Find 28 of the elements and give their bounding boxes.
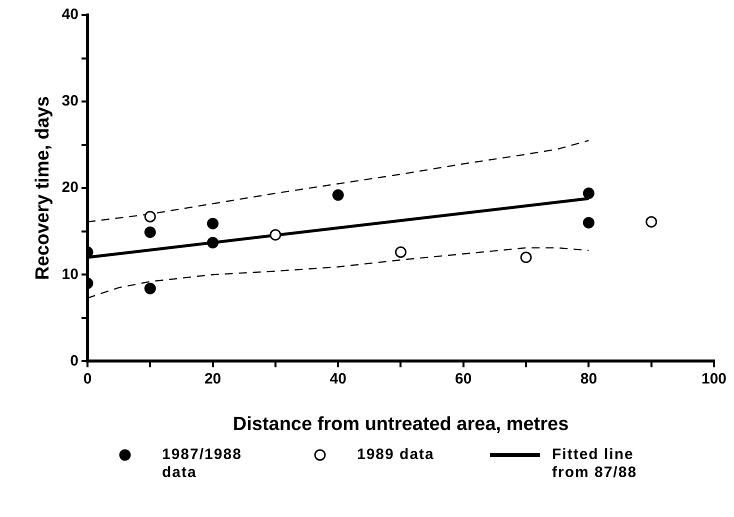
point: [144, 282, 156, 294]
point: [582, 216, 594, 228]
point: [394, 246, 406, 258]
point: [207, 218, 219, 230]
point: [207, 236, 219, 248]
y-tick-label: 30: [62, 92, 78, 110]
legend-label: 1987/1988 data: [162, 446, 243, 482]
point: [582, 188, 594, 200]
point: [144, 210, 156, 222]
y-tick-label: 20: [62, 179, 78, 196]
x-tick-label: 20: [204, 370, 222, 388]
y-tick-label: 40: [62, 6, 78, 24]
x-tick-label: 0: [83, 370, 92, 388]
legend-label: Fitted line from 87/88: [552, 446, 638, 482]
point: [332, 189, 344, 201]
y-tick-label: 0: [70, 352, 78, 370]
x-tick-label: 80: [580, 370, 598, 388]
legend-label: 1989 data: [357, 446, 436, 464]
point: [646, 216, 658, 228]
x-tick-label: 60: [455, 370, 472, 388]
y-axis-title: Recovery time, days: [32, 96, 54, 280]
x-axis-title: Distance from untreated area, metres: [232, 414, 569, 435]
point: [270, 229, 282, 241]
point: [144, 226, 156, 238]
x-tick-label: 40: [330, 370, 346, 388]
y-tick-label: 10: [62, 266, 78, 283]
x-tick-label: 100: [701, 370, 727, 388]
point: [520, 252, 532, 264]
